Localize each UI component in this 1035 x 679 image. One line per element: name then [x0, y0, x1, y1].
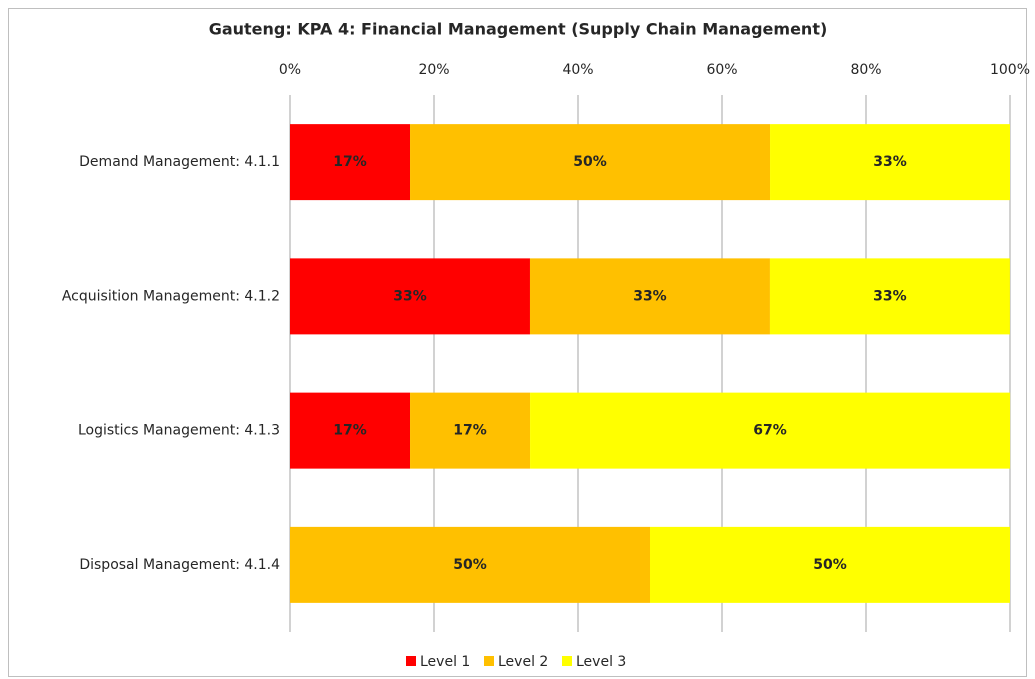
- bar-segment: [769, 258, 1010, 335]
- legend-label: Level 3: [576, 654, 626, 670]
- data-label: 17%: [333, 154, 367, 170]
- data-label: 50%: [573, 154, 607, 170]
- bar-segment: [290, 392, 411, 469]
- y-tick-label: Acquisition Management: 4.1.2: [62, 288, 280, 304]
- data-label: 33%: [393, 288, 427, 304]
- bar-segment: [290, 526, 650, 603]
- bar-segment: [410, 392, 531, 469]
- legend-swatch: [562, 656, 572, 666]
- bar-segment: [530, 392, 1011, 469]
- data-label: 33%: [873, 154, 907, 170]
- data-label: 67%: [753, 423, 787, 439]
- legend-label: Level 1: [420, 654, 470, 670]
- data-label: 17%: [453, 423, 487, 439]
- y-tick-label: Logistics Management: 4.1.3: [78, 423, 280, 439]
- y-tick-label: Disposal Management: 4.1.4: [79, 557, 280, 573]
- x-tick-label: 0%: [279, 62, 301, 78]
- legend-swatch: [484, 656, 494, 666]
- y-tick-label: Demand Management: 4.1.1: [79, 154, 280, 170]
- x-tick-label: 100%: [990, 62, 1030, 78]
- data-label: 50%: [453, 557, 487, 573]
- data-label: 33%: [873, 288, 907, 304]
- x-tick-label: 80%: [850, 62, 881, 78]
- x-tick-label: 20%: [418, 62, 449, 78]
- legend-label: Level 2: [498, 654, 548, 670]
- data-label: 17%: [333, 423, 367, 439]
- bar-segment: [650, 526, 1010, 603]
- bar-segment: [290, 258, 530, 335]
- legend-swatch: [406, 656, 416, 666]
- x-tick-label: 40%: [562, 62, 593, 78]
- chart-title: Gauteng: KPA 4: Financial Management (Su…: [209, 20, 828, 39]
- bar-segment: [410, 124, 771, 201]
- bar-segment: [290, 124, 411, 201]
- bar-segment: [770, 124, 1010, 201]
- data-label: 33%: [633, 288, 667, 304]
- x-tick-label: 60%: [706, 62, 737, 78]
- bar-segment: [529, 258, 770, 335]
- data-label: 50%: [813, 557, 847, 573]
